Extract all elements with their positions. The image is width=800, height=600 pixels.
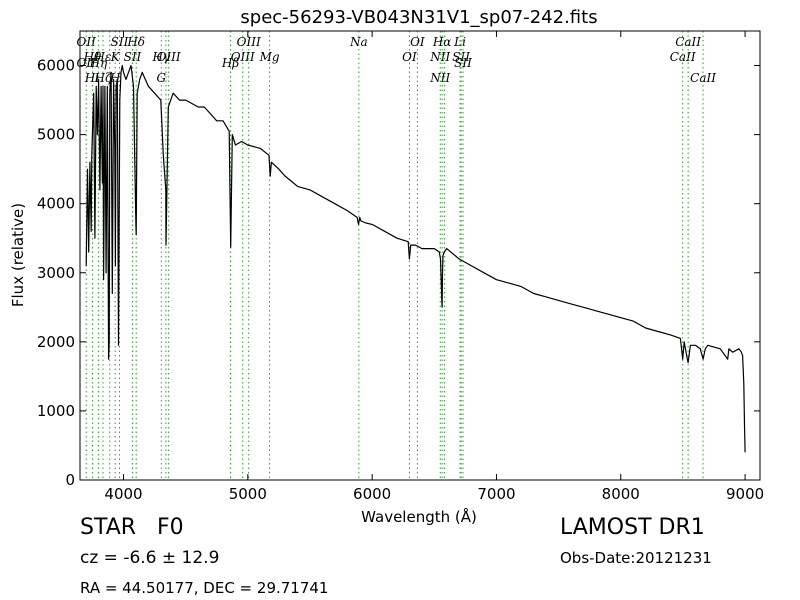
line-marker-label: NII [429, 71, 450, 85]
spectrum-line [85, 64, 746, 453]
line-marker-label: Na [349, 35, 368, 49]
line-marker-label: OIII [157, 50, 181, 64]
y-tick-label: 4000 [37, 195, 75, 213]
object-class-line: STAR F0 [80, 515, 184, 540]
x-tick-label: 8000 [602, 485, 640, 503]
line-marker-label: OII [77, 35, 97, 49]
line-marker-label: G [157, 71, 167, 85]
line-marker-label: OIII [231, 50, 255, 64]
line-marker-label: Hα [432, 35, 452, 49]
series-layer [85, 64, 746, 453]
y-tick-label: 2000 [37, 333, 75, 351]
survey-name: LAMOST DR1 [560, 515, 705, 540]
line-marker-label: Hι [84, 71, 100, 85]
object-subclass: F0 [157, 515, 184, 540]
line-marker-label: NII [429, 50, 450, 64]
x-tick-label: 6000 [353, 485, 391, 503]
y-tick-label: 0 [65, 471, 75, 489]
line-marker-label: OII [77, 56, 97, 70]
y-tick-label: 1000 [37, 402, 75, 420]
tick-labels: 4000 5000 6000 7000 8000 9000 0 1000 2000 3000 400… [37, 57, 764, 503]
line-marker-label: Hθ [83, 50, 102, 64]
x-axis-label: Wavelength (Å) [361, 507, 477, 526]
y-tick-label: 6000 [37, 57, 75, 75]
line-marker-label: SII [452, 50, 470, 64]
redshift-text: cz = -6.6 ± 12.9 [80, 548, 220, 568]
line-marker-label: OI [410, 35, 425, 49]
axes [79, 30, 761, 481]
line-marker-label: Hε [94, 50, 112, 64]
y-axis-label: Flux (relative) [9, 203, 27, 307]
x-tick-label: 9000 [726, 485, 764, 503]
line-marker-label: CaII [670, 50, 696, 64]
line-marker-label: SII [111, 35, 129, 49]
line-marker-label: Li [453, 35, 466, 49]
x-tick-label: 4000 [104, 485, 142, 503]
line-marker-label: K [110, 50, 121, 64]
y-tick-label: 3000 [37, 264, 75, 282]
line-marker-label: CaII [690, 71, 716, 85]
line-marker-label: Hβ [221, 56, 239, 70]
coordinates-text: RA = 44.50177, DEC = 29.71741 [80, 579, 329, 597]
x-tick-label: 5000 [229, 485, 267, 503]
observation-date: Obs-Date:20121231 [560, 549, 712, 567]
object-class: STAR [80, 515, 137, 540]
line-marker-label: SII [124, 50, 142, 64]
line-marker-label: H [109, 71, 121, 85]
line-marker-label: Mg [259, 50, 280, 64]
line-marker-label: OIII [237, 35, 261, 49]
x-tick-label: 7000 [477, 485, 515, 503]
plot-frame [79, 30, 761, 481]
line-marker-label: OI [402, 50, 417, 64]
line-marker-label: Hδ [126, 35, 145, 49]
chart-title: spec-56293-VB043N31V1_sp07-242.fits [240, 7, 597, 28]
line-marker-label: SII [454, 56, 472, 70]
y-tick-label: 5000 [37, 126, 75, 144]
line-marker-label: CaII [675, 35, 701, 49]
